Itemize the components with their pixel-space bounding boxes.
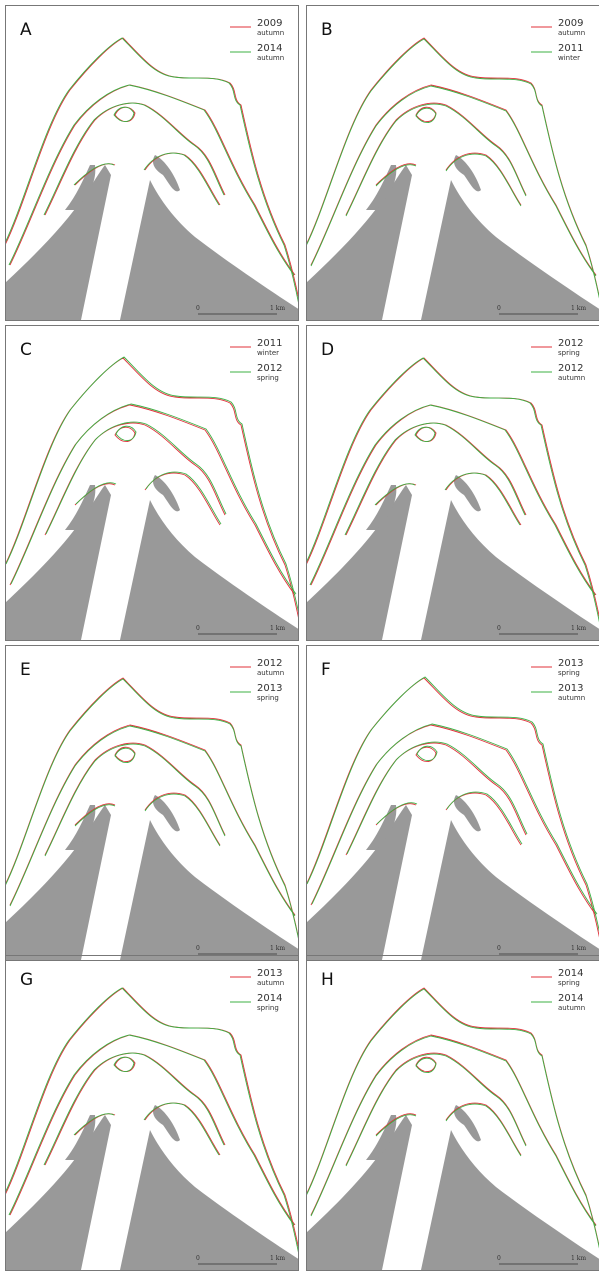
- legend-season: autumn: [257, 979, 284, 987]
- scale-end: 1 km: [571, 305, 586, 312]
- scale-start: 0: [497, 945, 501, 952]
- legend-year: 2012: [257, 658, 282, 669]
- scale-end: 1 km: [270, 625, 285, 632]
- legend-season: winter: [257, 349, 279, 357]
- panel-border: [5, 645, 299, 961]
- panel-label: D: [321, 340, 334, 360]
- map-content: [5, 987, 299, 1270]
- panel-label: H: [321, 970, 334, 990]
- panel-label: C: [20, 340, 32, 360]
- scale-end: 1 km: [270, 1255, 285, 1262]
- legend-year: 2009: [558, 18, 583, 29]
- legend-year: 2014: [558, 993, 583, 1004]
- panel-border: [5, 325, 299, 641]
- scale-start: 0: [497, 305, 501, 312]
- scale-end: 1 km: [270, 945, 285, 952]
- map-content: [306, 676, 599, 960]
- terrain: [306, 795, 599, 960]
- legend-year: 2009: [257, 18, 282, 29]
- map-content: [5, 356, 299, 640]
- scale-start: 0: [497, 1255, 501, 1262]
- legend-year: 2013: [558, 658, 583, 669]
- legend-season: autumn: [257, 29, 284, 37]
- legend-season: spring: [257, 1004, 279, 1012]
- scale-start: 0: [497, 625, 501, 632]
- legend-year: 2011: [257, 338, 282, 349]
- panel-border: [5, 5, 299, 321]
- legend-season: autumn: [558, 29, 585, 37]
- map-content: [5, 37, 299, 320]
- legend-year: 2012: [558, 363, 583, 374]
- legend-year: 2013: [558, 683, 583, 694]
- panel-border: [306, 325, 599, 641]
- panel-label: E: [20, 660, 31, 680]
- legend-year: 2013: [257, 968, 282, 979]
- panel-border: [306, 5, 599, 321]
- terrain: [5, 795, 299, 960]
- scale-end: 1 km: [571, 1255, 586, 1262]
- terrain: [306, 475, 599, 640]
- terrain: [306, 1105, 599, 1270]
- map-content: [306, 987, 599, 1270]
- scale-end: 1 km: [571, 945, 586, 952]
- scale-end: 1 km: [270, 305, 285, 312]
- terrain: [5, 475, 299, 640]
- map-content: [306, 37, 599, 320]
- legend-season: spring: [257, 374, 279, 382]
- scale-start: 0: [196, 1255, 200, 1262]
- map-content: [306, 357, 599, 640]
- legend-season: autumn: [257, 669, 284, 677]
- panel-label: F: [321, 660, 331, 680]
- legend-year: 2011: [558, 43, 583, 54]
- panel-border: [306, 955, 599, 1271]
- legend-season: winter: [558, 54, 580, 62]
- legend-year: 2012: [257, 363, 282, 374]
- legend-season: autumn: [558, 694, 585, 702]
- panel-border: [5, 955, 299, 1271]
- panel-border: [306, 645, 599, 961]
- legend-year: 2012: [558, 338, 583, 349]
- legend-year: 2013: [257, 683, 282, 694]
- legend-year: 2014: [558, 968, 583, 979]
- terrain: [5, 1105, 299, 1270]
- map-content: [5, 677, 299, 960]
- legend-season: spring: [558, 979, 580, 987]
- legend-year: 2014: [257, 993, 282, 1004]
- panel-label: G: [20, 970, 33, 990]
- legend-year: 2014: [257, 43, 282, 54]
- legend-season: autumn: [558, 1004, 585, 1012]
- panel-label: B: [321, 20, 333, 40]
- legend-season: autumn: [257, 54, 284, 62]
- legend-season: spring: [558, 349, 580, 357]
- panel-label: A: [20, 20, 32, 40]
- terrain: [306, 155, 599, 320]
- scale-start: 0: [196, 625, 200, 632]
- legend-season: spring: [558, 669, 580, 677]
- terrain: [5, 155, 299, 320]
- legend-season: spring: [257, 694, 279, 702]
- scale-start: 0: [196, 945, 200, 952]
- legend-season: autumn: [558, 374, 585, 382]
- scale-start: 0: [196, 305, 200, 312]
- scale-end: 1 km: [571, 625, 586, 632]
